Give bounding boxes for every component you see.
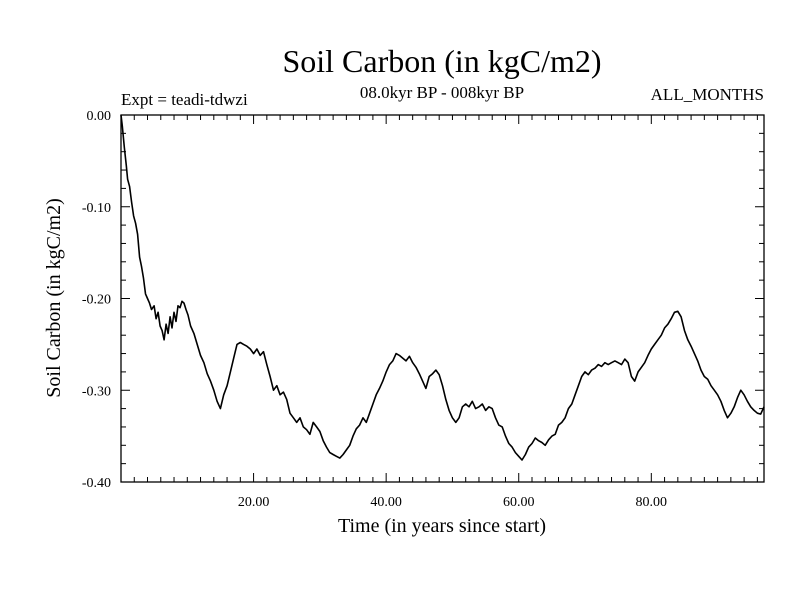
y-tick-label: -0.30 bbox=[82, 384, 111, 399]
chart-title: Soil Carbon (in kgC/m2) bbox=[282, 43, 601, 79]
plot-frame bbox=[120, 114, 765, 483]
chart-subtitle: 08.0kyr BP - 008kyr BP bbox=[360, 83, 524, 102]
period-label: ALL_MONTHS bbox=[651, 85, 764, 104]
x-tick-label: 60.00 bbox=[503, 495, 535, 510]
y-tick-label: 0.00 bbox=[87, 109, 112, 124]
y-tick-label: -0.20 bbox=[82, 293, 111, 308]
x-axis-label: Time (in years since start) bbox=[338, 515, 546, 537]
x-tick-label: 20.00 bbox=[238, 495, 270, 510]
tick-labels: 20.00 40.00 60.00 80.00 0.00 -0.10 -0.20 -0.30 -… bbox=[82, 109, 667, 510]
experiment-label: Expt = teadi-tdwzi bbox=[121, 90, 248, 109]
y-axis-label: Soil Carbon (in kgC/m2) bbox=[43, 198, 65, 397]
x-tick-label: 40.00 bbox=[370, 495, 402, 510]
data-line bbox=[120, 114, 765, 461]
y-tick-label: -0.10 bbox=[82, 201, 111, 216]
x-tick-label: 80.00 bbox=[636, 495, 668, 510]
y-tick-label: -0.40 bbox=[82, 476, 111, 491]
ticks bbox=[121, 115, 764, 482]
